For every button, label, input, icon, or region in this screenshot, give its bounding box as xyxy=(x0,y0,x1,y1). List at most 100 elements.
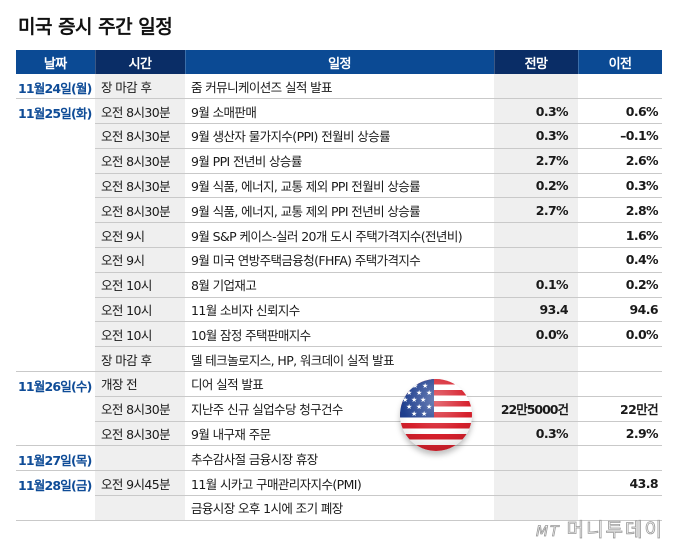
table-row: 오전 8시30분 지난주 신규 실업수당 청구건수 22만5000건 22만건 xyxy=(16,396,662,422)
previous-cell xyxy=(578,495,662,521)
page-title: 미국 증시 주간 일정 xyxy=(18,16,173,38)
table-row: 오전 10시 8월 기업재고 0.1% 0.2% xyxy=(16,272,662,298)
forecast-cell xyxy=(494,445,578,472)
event-cell: 11월 시카고 구매관리자지수(PMI) xyxy=(185,470,494,497)
time-cell: 오전 10시 xyxy=(95,321,185,348)
previous-cell xyxy=(578,74,662,100)
time-cell: 오전 8시30분 xyxy=(95,421,185,447)
svg-text:★: ★ xyxy=(426,389,432,397)
forecast-cell xyxy=(494,74,578,100)
time-cell: 오전 9시 xyxy=(95,247,185,273)
previous-cell: 0.2% xyxy=(578,272,662,298)
event-cell: 9월 식품, 에너지, 교통 제외 PPI 전월비 상승률 xyxy=(185,173,494,199)
time-cell: 오전 8시30분 xyxy=(95,173,185,199)
forecast-cell: 0.1% xyxy=(494,272,578,298)
previous-cell xyxy=(578,371,662,397)
event-cell: 추수감사절 금융시장 휴장 xyxy=(185,445,494,472)
forecast-cell xyxy=(494,495,578,521)
time-cell: 오전 9시45분 xyxy=(95,470,185,497)
previous-cell: 0.4% xyxy=(578,247,662,273)
table-row: 오전 8시30분 9월 PPI 전년비 상승률 2.7% 2.6% xyxy=(16,148,662,174)
table-row: 11월25일(화) 오전 8시30분 9월 소매판매 0.3% 0.6% xyxy=(16,98,662,373)
previous-cell: 2.9% xyxy=(578,421,662,447)
time-cell: 오전 8시30분 xyxy=(95,396,185,422)
previous-cell: 2.6% xyxy=(578,148,662,174)
previous-cell: 2.8% xyxy=(578,197,662,224)
forecast-cell: 0.3% xyxy=(494,421,578,447)
event-cell: 9월 PPI 전년비 상승률 xyxy=(185,148,494,174)
table-row: 오전 9시 9월 미국 연방주택금융청(FHFA) 주택가격지수 0.4% xyxy=(16,247,662,273)
previous-cell xyxy=(578,346,662,373)
event-cell: 금융시장 오후 1시에 조기 폐장 xyxy=(185,495,494,521)
time-cell: 오전 10시 xyxy=(95,272,185,298)
schedule-table: 날짜 시간 일정 전망 이전 11월24일(월) 장 마감 후 줌 커뮤니케이션… xyxy=(16,50,663,521)
event-cell: 9월 생산자 물가지수(PPI) 전월비 상승률 xyxy=(185,123,494,149)
event-cell: 10월 잠정 주택판매지수 xyxy=(185,321,494,348)
watermark-text: 머니투데이 xyxy=(566,519,664,542)
forecast-cell: 22만5000건 xyxy=(494,396,578,422)
event-cell: 11월 소비자 신뢰지수 xyxy=(185,297,494,323)
forecast-cell: 0.0% xyxy=(494,321,578,348)
svg-text:★: ★ xyxy=(406,403,412,411)
date-cell: 11월24일(월) xyxy=(16,74,95,100)
time-cell: 오전 8시30분 xyxy=(95,123,185,149)
flag-shine xyxy=(400,379,472,451)
time-cell: 장 마감 후 xyxy=(95,346,185,373)
previous-cell: 94.6 xyxy=(578,297,662,323)
time-cell: 오전 8시30분 xyxy=(95,197,185,224)
svg-text:★: ★ xyxy=(406,389,412,397)
svg-text:★: ★ xyxy=(416,403,422,411)
forecast-cell xyxy=(494,247,578,273)
forecast-cell xyxy=(494,371,578,397)
table-row: 오전 8시30분 9월 생산자 물가지수(PPI) 전월비 상승률 0.3% –… xyxy=(16,123,662,149)
svg-text:★: ★ xyxy=(420,396,426,404)
previous-cell: 43.8 xyxy=(578,470,662,497)
previous-cell: 0.0% xyxy=(578,321,662,348)
svg-text:★: ★ xyxy=(421,410,427,418)
table-row: 오전 8시30분 9월 식품, 에너지, 교통 제외 PPI 전월비 상승률 0… xyxy=(16,173,662,199)
table-row: 오전 10시 11월 소비자 신뢰지수 93.4 94.6 xyxy=(16,297,662,323)
us-flag-icon: ★★ ★★★ ★★★ ★★★ ★★ xyxy=(400,379,472,451)
time-cell: 오전 10시 xyxy=(95,297,185,323)
us-flag-graphic: ★★ ★★★ ★★★ ★★★ ★★ xyxy=(400,379,472,451)
header-event: 일정 xyxy=(185,50,495,74)
table-row: 11월27일(목) 추수감사절 금융시장 휴장 xyxy=(16,445,662,472)
previous-cell: –0.1% xyxy=(578,123,662,149)
svg-text:★: ★ xyxy=(412,382,418,390)
forecast-cell: 0.3% xyxy=(494,98,578,125)
table-row: 11월26일(수) 개장 전 디어 실적 발표 xyxy=(16,371,662,447)
table-row: 11월24일(월) 장 마감 후 줌 커뮤니케이션즈 실적 발표 xyxy=(16,74,662,100)
forecast-cell: 2.7% xyxy=(494,197,578,224)
svg-text:★: ★ xyxy=(426,403,432,411)
time-cell xyxy=(95,445,185,472)
header-previous: 이전 xyxy=(578,50,663,74)
forecast-cell: 2.7% xyxy=(494,148,578,174)
event-cell: 9월 S&P 케이스-실러 20개 도시 주택가격지수(전년비) xyxy=(185,222,494,249)
time-cell: 오전 9시 xyxy=(95,222,185,249)
table-row: 오전 10시 10월 잠정 주택판매지수 0.0% 0.0% xyxy=(16,321,662,348)
header-date: 날짜 xyxy=(16,50,96,74)
event-cell: 9월 식품, 에너지, 교통 제외 PPI 전년비 상승률 xyxy=(185,197,494,224)
time-cell: 장 마감 후 xyxy=(95,74,185,100)
event-cell: 8월 기업재고 xyxy=(185,272,494,298)
svg-text:★: ★ xyxy=(411,396,417,404)
table-row: 오전 9시 9월 S&P 케이스-실러 20개 도시 주택가격지수(전년비) 1… xyxy=(16,222,662,249)
event-cell: 줌 커뮤니케이션즈 실적 발표 xyxy=(185,74,494,100)
forecast-cell xyxy=(494,470,578,497)
time-cell: 오전 8시30분 xyxy=(95,98,185,125)
table-row: 금융시장 오후 1시에 조기 폐장 xyxy=(16,495,662,521)
watermark: MT 머니투데이 xyxy=(536,515,664,542)
svg-text:★: ★ xyxy=(411,410,417,418)
date-cell: 11월28일(금) xyxy=(16,470,95,521)
previous-cell xyxy=(578,445,662,472)
date-cell: 11월26일(수) xyxy=(16,371,95,447)
date-cell: 11월27일(목) xyxy=(16,445,95,472)
forecast-cell xyxy=(494,222,578,249)
forecast-cell: 93.4 xyxy=(494,297,578,323)
table-row: 장 마감 후 델 테크놀로지스, HP, 워크데이 실적 발표 xyxy=(16,346,662,373)
previous-cell: 22만건 xyxy=(578,396,662,422)
table-row: 11월28일(금) 오전 9시45분 11월 시카고 구매관리자지수(PMI) … xyxy=(16,470,662,521)
table-row: 오전 8시30분 9월 내구재 주문 0.3% 2.9% xyxy=(16,421,662,447)
previous-cell: 0.3% xyxy=(578,173,662,199)
forecast-cell: 0.3% xyxy=(494,123,578,149)
